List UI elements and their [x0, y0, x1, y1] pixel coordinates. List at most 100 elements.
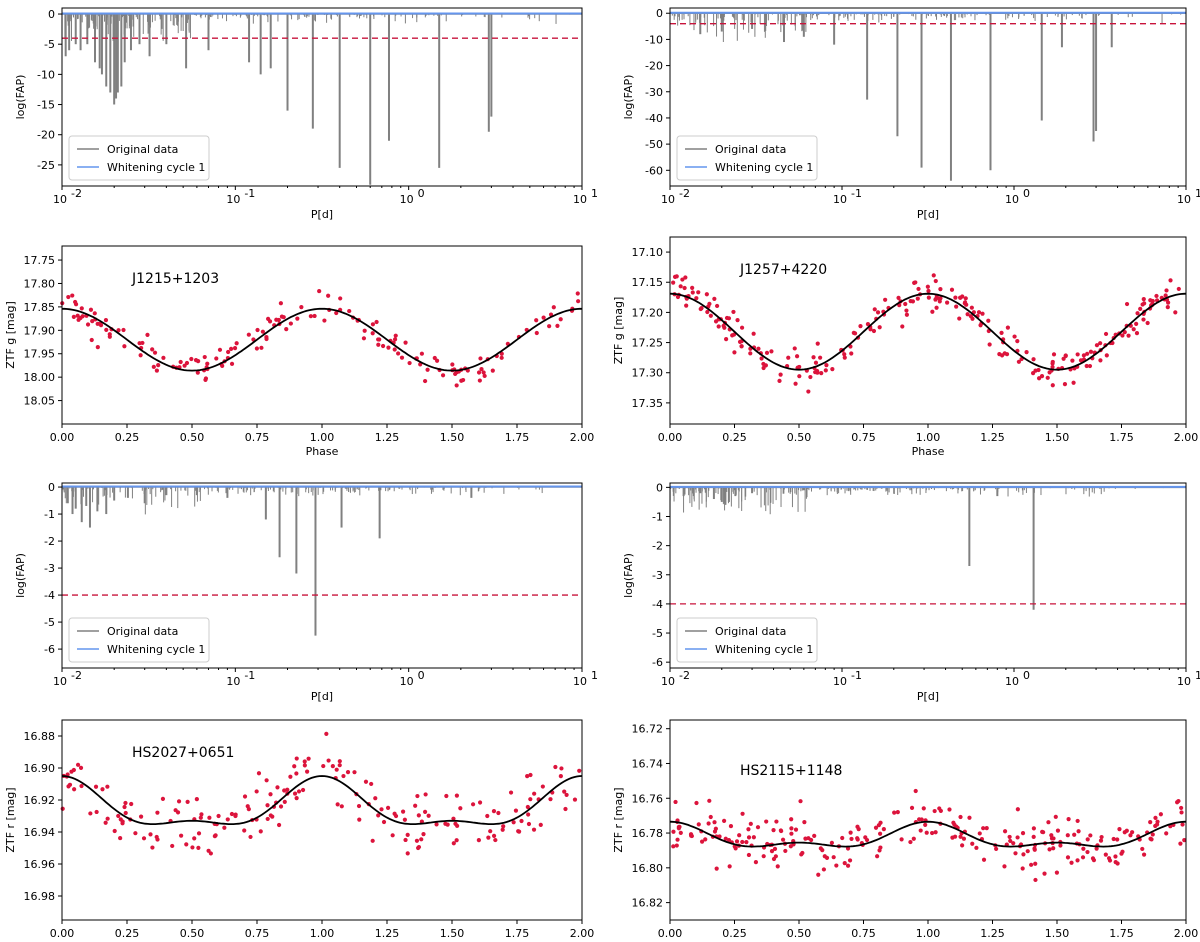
data-point — [234, 341, 239, 346]
data-point — [858, 324, 863, 329]
data-point — [1015, 807, 1020, 812]
data-point — [735, 317, 740, 323]
data-point — [845, 863, 851, 868]
data-point — [933, 278, 938, 284]
y-tick-label: -2 — [44, 535, 55, 548]
data-point — [1078, 358, 1084, 363]
data-point — [479, 366, 484, 372]
data-point — [477, 800, 483, 805]
data-point — [419, 351, 424, 356]
data-point — [258, 829, 263, 834]
data-point — [690, 285, 695, 290]
y-tick-label: 0 — [48, 8, 55, 21]
x-tick-label: 10 — [661, 193, 675, 206]
data-point — [338, 296, 343, 301]
y-tick-label: 17.15 — [632, 276, 664, 289]
data-point — [501, 824, 506, 829]
data-point — [1071, 380, 1076, 385]
data-point — [968, 314, 973, 319]
y-tick-label: -50 — [645, 138, 663, 151]
data-point — [1085, 351, 1090, 356]
data-point — [1032, 846, 1037, 851]
data-point — [107, 334, 112, 339]
data-point — [361, 336, 367, 341]
data-point — [562, 789, 567, 794]
y-tick-label: -40 — [645, 112, 663, 125]
data-point — [334, 767, 339, 772]
data-point — [548, 797, 553, 802]
data-point — [415, 793, 420, 799]
y-tick-label: -3 — [44, 562, 55, 575]
data-point — [225, 817, 230, 822]
x-tick-label: 1.25 — [375, 431, 400, 444]
data-point — [954, 304, 959, 309]
y-tick-label: 17.80 — [24, 277, 56, 290]
x-tick-label: 0.50 — [787, 927, 812, 940]
data-point — [678, 830, 683, 835]
data-point — [678, 284, 683, 289]
data-point — [926, 288, 931, 294]
data-point — [840, 835, 845, 841]
data-point — [555, 323, 560, 328]
data-point — [1055, 828, 1061, 833]
data-point — [1081, 353, 1086, 358]
data-point — [294, 796, 299, 801]
data-point — [1141, 317, 1146, 322]
data-point — [799, 852, 804, 857]
x-axis-label: Phase — [912, 445, 945, 458]
y-tick-label: 0 — [48, 481, 55, 494]
data-point — [925, 284, 930, 289]
data-point — [1033, 861, 1038, 866]
data-point — [851, 330, 856, 335]
data-point — [714, 866, 719, 871]
data-point — [148, 832, 153, 837]
data-point — [704, 292, 709, 297]
data-point — [362, 328, 367, 333]
x-tick-label: 0.75 — [245, 927, 270, 940]
data-point — [405, 851, 410, 856]
data-point — [740, 811, 745, 816]
data-point — [746, 827, 751, 832]
data-point — [842, 861, 847, 866]
data-point — [732, 350, 737, 355]
data-point — [961, 836, 967, 841]
data-point — [916, 286, 921, 292]
data-point — [476, 370, 482, 375]
data-point — [205, 361, 210, 366]
data-point — [399, 355, 405, 360]
y-tick-label: -6 — [652, 656, 663, 669]
data-point — [816, 872, 821, 877]
data-point — [980, 311, 985, 316]
data-point — [848, 830, 853, 835]
data-point — [1036, 367, 1041, 373]
data-point — [1182, 838, 1187, 843]
data-point — [872, 307, 877, 312]
data-point — [405, 832, 410, 837]
data-point — [322, 318, 327, 323]
data-point — [264, 778, 269, 783]
data-point — [534, 318, 539, 323]
data-point — [1021, 852, 1026, 857]
data-point — [1050, 383, 1055, 388]
data-point — [60, 806, 65, 811]
y-tick-label: 17.85 — [24, 301, 56, 314]
data-point — [775, 864, 780, 869]
data-point — [690, 290, 695, 295]
data-point — [1120, 849, 1125, 854]
data-point — [268, 792, 273, 797]
data-point — [707, 798, 712, 803]
y-tick-label: 16.78 — [632, 827, 664, 840]
data-point — [811, 355, 816, 360]
data-point — [296, 789, 302, 794]
y-tick-label: -15 — [37, 99, 55, 112]
data-point — [1134, 331, 1140, 336]
data-point — [440, 373, 446, 378]
data-point — [847, 858, 853, 863]
data-point — [789, 826, 794, 831]
data-point — [949, 287, 955, 292]
data-point — [255, 327, 260, 333]
data-point — [1104, 353, 1109, 358]
data-point — [141, 836, 147, 841]
data-point — [1091, 858, 1097, 863]
data-point — [1075, 858, 1080, 863]
